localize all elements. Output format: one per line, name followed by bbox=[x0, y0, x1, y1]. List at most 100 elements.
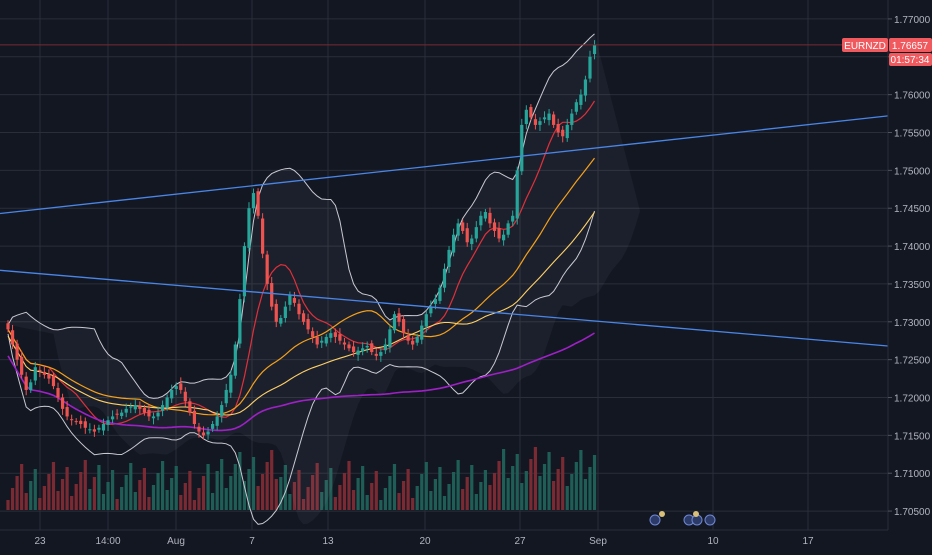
candle-body[interactable] bbox=[329, 333, 333, 338]
candle-body[interactable] bbox=[461, 222, 465, 231]
candle-body[interactable] bbox=[447, 249, 451, 267]
candle-body[interactable] bbox=[51, 375, 56, 387]
candle-body[interactable] bbox=[156, 412, 160, 417]
price-axis[interactable]: 1.770001.765001.760001.755001.750001.745… bbox=[887, 0, 931, 530]
candle-body[interactable] bbox=[160, 405, 165, 411]
candle-body[interactable] bbox=[97, 427, 101, 430]
candle-body[interactable] bbox=[511, 215, 515, 222]
candle-body[interactable] bbox=[397, 313, 401, 322]
event-marker-icon[interactable] bbox=[659, 511, 665, 517]
candle-body[interactable] bbox=[251, 193, 256, 209]
candlesticks[interactable] bbox=[6, 40, 597, 440]
candle-body[interactable] bbox=[120, 412, 124, 416]
candle-body[interactable] bbox=[29, 382, 33, 390]
candle-body[interactable] bbox=[333, 332, 337, 337]
candle-body[interactable] bbox=[306, 319, 310, 330]
candle-body[interactable] bbox=[179, 383, 183, 390]
candle-body[interactable] bbox=[24, 376, 28, 390]
candle-body[interactable] bbox=[338, 334, 342, 341]
candle-body[interactable] bbox=[479, 215, 483, 226]
candle-body[interactable] bbox=[60, 397, 65, 409]
candle-body[interactable] bbox=[415, 336, 419, 343]
candle-body[interactable] bbox=[438, 287, 442, 301]
candle-body[interactable] bbox=[279, 318, 283, 324]
candle-body[interactable] bbox=[347, 344, 351, 349]
candle-body[interactable] bbox=[570, 113, 574, 125]
candle-body[interactable] bbox=[115, 413, 119, 415]
candle-body[interactable] bbox=[70, 419, 74, 421]
candle-body[interactable] bbox=[542, 117, 547, 120]
candle-body[interactable] bbox=[42, 371, 46, 375]
candle-body[interactable] bbox=[552, 114, 556, 125]
candle-body[interactable] bbox=[529, 107, 533, 118]
candle-body[interactable] bbox=[238, 299, 242, 344]
candle-body[interactable] bbox=[233, 344, 237, 376]
candle-body[interactable] bbox=[256, 191, 260, 216]
candle-body[interactable] bbox=[488, 212, 492, 224]
candle-body[interactable] bbox=[188, 401, 192, 413]
candle-body[interactable] bbox=[561, 129, 565, 137]
candle-body[interactable] bbox=[261, 218, 265, 254]
candle-body[interactable] bbox=[6, 323, 10, 330]
candle-body[interactable] bbox=[547, 113, 551, 121]
candle-body[interactable] bbox=[506, 223, 510, 235]
candle-body[interactable] bbox=[429, 306, 433, 314]
candle-body[interactable] bbox=[129, 406, 133, 408]
candle-body[interactable] bbox=[242, 246, 247, 297]
candle-body[interactable] bbox=[79, 420, 83, 424]
candle-body[interactable] bbox=[192, 410, 197, 424]
candle-body[interactable] bbox=[465, 228, 469, 243]
candle-body[interactable] bbox=[370, 343, 374, 353]
candle-body[interactable] bbox=[315, 336, 319, 345]
candle-body[interactable] bbox=[274, 303, 278, 322]
candle-body[interactable] bbox=[401, 319, 406, 334]
candle-body[interactable] bbox=[10, 330, 15, 345]
candle-body[interactable] bbox=[383, 344, 387, 351]
candle-body[interactable] bbox=[520, 124, 524, 172]
trendlines[interactable] bbox=[0, 115, 889, 347]
candle-body[interactable] bbox=[265, 254, 269, 284]
candle-body[interactable] bbox=[138, 405, 142, 409]
candle-body[interactable] bbox=[565, 124, 569, 139]
candle-body[interactable] bbox=[342, 342, 347, 345]
candle-body[interactable] bbox=[174, 386, 178, 390]
candle-body[interactable] bbox=[106, 420, 110, 425]
candle-body[interactable] bbox=[411, 340, 415, 345]
candle-body[interactable] bbox=[497, 228, 501, 239]
candle-body[interactable] bbox=[270, 283, 274, 307]
candle-body[interactable] bbox=[206, 431, 210, 435]
candle-body[interactable] bbox=[470, 238, 474, 245]
candle-body[interactable] bbox=[361, 348, 365, 352]
candle-body[interactable] bbox=[92, 429, 96, 432]
candle-body[interactable] bbox=[588, 56, 592, 79]
candle-body[interactable] bbox=[147, 409, 151, 417]
candle-body[interactable] bbox=[201, 432, 206, 436]
candle-body[interactable] bbox=[501, 234, 506, 241]
candle-body[interactable] bbox=[574, 102, 578, 112]
candle-body[interactable] bbox=[424, 314, 428, 327]
candle-body[interactable] bbox=[170, 389, 174, 399]
candle-body[interactable] bbox=[224, 389, 228, 404]
candle-body[interactable] bbox=[74, 421, 78, 423]
candle-body[interactable] bbox=[297, 303, 301, 315]
candle-body[interactable] bbox=[88, 429, 92, 431]
candle-body[interactable] bbox=[320, 340, 324, 343]
candle-body[interactable] bbox=[151, 416, 156, 419]
candle-body[interactable] bbox=[388, 329, 392, 348]
candle-body[interactable] bbox=[356, 350, 360, 355]
candle-body[interactable] bbox=[351, 346, 356, 353]
trendline[interactable] bbox=[0, 115, 889, 215]
candle-body[interactable] bbox=[583, 79, 588, 96]
candle-body[interactable] bbox=[288, 295, 292, 305]
candle-body[interactable] bbox=[247, 208, 251, 248]
candle-body[interactable] bbox=[65, 407, 69, 417]
event-flag-icon[interactable] bbox=[649, 514, 661, 526]
candle-body[interactable] bbox=[229, 374, 233, 393]
candle-body[interactable] bbox=[324, 336, 328, 344]
candle-body[interactable] bbox=[483, 212, 488, 219]
candle-body[interactable] bbox=[110, 416, 115, 420]
event-flag-icon[interactable] bbox=[704, 514, 716, 526]
candle-body[interactable] bbox=[47, 373, 51, 379]
